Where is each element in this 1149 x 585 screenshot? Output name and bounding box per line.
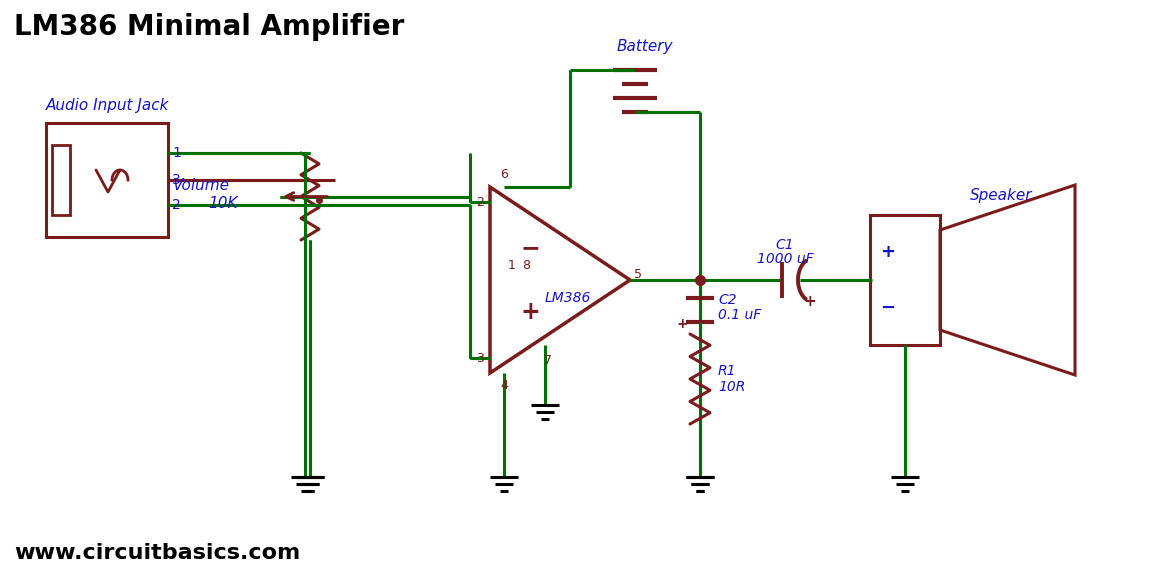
Text: Battery: Battery bbox=[617, 39, 673, 54]
Bar bbox=[46, 123, 168, 237]
Text: +: + bbox=[880, 243, 895, 261]
Text: 7: 7 bbox=[543, 354, 552, 367]
Text: 3: 3 bbox=[476, 352, 484, 364]
Text: 1: 1 bbox=[508, 259, 516, 272]
Text: +: + bbox=[677, 317, 688, 331]
Text: 1: 1 bbox=[172, 146, 180, 160]
Text: 8: 8 bbox=[522, 259, 530, 272]
Text: C1: C1 bbox=[776, 238, 794, 252]
Text: 10K: 10K bbox=[208, 195, 238, 211]
Text: www.circuitbasics.com: www.circuitbasics.com bbox=[14, 543, 300, 563]
Text: +: + bbox=[803, 294, 817, 309]
Text: Audio Input Jack: Audio Input Jack bbox=[46, 98, 170, 113]
Text: 5: 5 bbox=[634, 267, 642, 280]
Text: 3: 3 bbox=[172, 173, 180, 187]
Text: 10R: 10R bbox=[718, 380, 746, 394]
Text: 6: 6 bbox=[500, 168, 508, 181]
Bar bbox=[52, 145, 70, 215]
Text: LM386: LM386 bbox=[545, 291, 592, 305]
Text: Volume: Volume bbox=[173, 177, 230, 192]
Text: −: − bbox=[520, 236, 540, 260]
Bar bbox=[870, 215, 940, 345]
Text: +: + bbox=[520, 300, 540, 324]
Text: 2: 2 bbox=[172, 198, 180, 212]
Text: −: − bbox=[880, 299, 895, 317]
Text: 0.1 uF: 0.1 uF bbox=[718, 308, 762, 322]
Text: 1000 uF: 1000 uF bbox=[757, 252, 813, 266]
Text: 4: 4 bbox=[500, 379, 508, 392]
Text: LM386 Minimal Amplifier: LM386 Minimal Amplifier bbox=[14, 13, 404, 41]
Text: 2: 2 bbox=[476, 195, 484, 208]
Text: C2: C2 bbox=[718, 293, 737, 307]
Text: Speaker: Speaker bbox=[970, 188, 1033, 203]
Text: R1: R1 bbox=[718, 364, 737, 378]
